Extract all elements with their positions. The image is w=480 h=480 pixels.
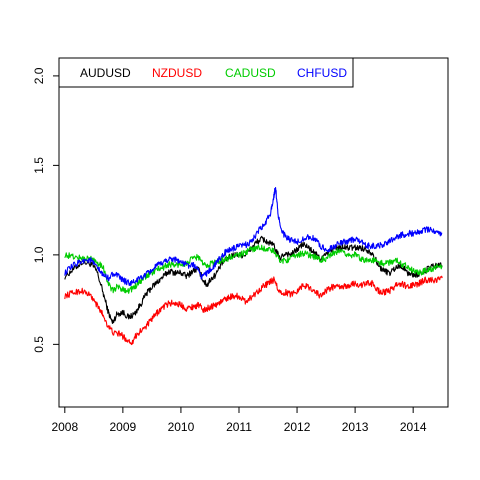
x-tick-label: 2011 bbox=[226, 420, 252, 434]
x-tick-label: 2012 bbox=[284, 420, 311, 434]
legend: AUDUSD NZDUSD CADUSD CHFUSD bbox=[58, 57, 354, 88]
series-line-chfusd bbox=[64, 187, 443, 287]
x-tick-label: 2010 bbox=[168, 420, 195, 434]
y-tick-label: 1.5 bbox=[32, 157, 46, 174]
x-tick-label: 2013 bbox=[342, 420, 369, 434]
series-line-nzdusd bbox=[64, 275, 443, 346]
legend-item-audusd: AUDUSD bbox=[80, 66, 131, 80]
x-tick-label: 2008 bbox=[51, 420, 78, 434]
y-tick-label: 2.0 bbox=[32, 67, 46, 84]
series-lines bbox=[64, 187, 443, 346]
axes: 2008 2009 2010 2011 2012 2013 2014 0.5 1.0 1.5 2.0 bbox=[32, 57, 449, 434]
y-tick-label: 0.5 bbox=[32, 336, 46, 353]
legend-item-chfusd: CHFUSD bbox=[297, 66, 347, 80]
legend-item-cadusd: CADUSD bbox=[225, 66, 276, 80]
series-line-cadusd bbox=[64, 244, 443, 294]
legend-item-nzdusd: NZDUSD bbox=[152, 66, 202, 80]
legend-box bbox=[58, 57, 354, 88]
x-tick-label: 2009 bbox=[110, 420, 137, 434]
y-tick-label: 1.0 bbox=[32, 246, 46, 263]
x-tick-label: 2014 bbox=[400, 420, 427, 434]
